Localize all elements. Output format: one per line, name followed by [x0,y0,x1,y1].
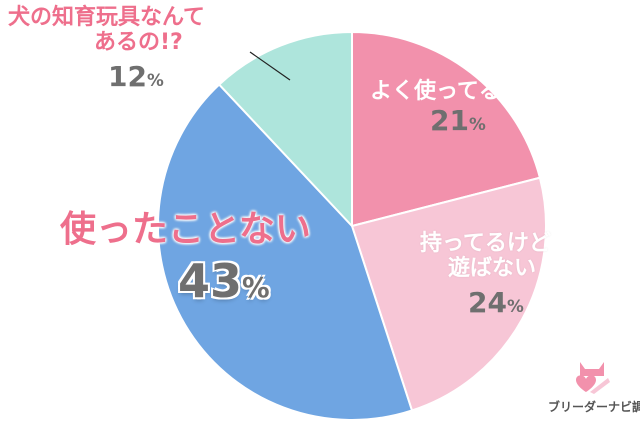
slice-value: 12 [108,60,147,94]
slice-name: 使ったことない [60,209,311,250]
slice-percent: 43% [60,256,311,308]
slice-label-owned-not-played: 持ってるけど 遊ばない 24% [420,231,551,319]
slice-name-line-2: 遊ばない [448,255,537,281]
percent-sign: % [468,113,486,134]
slice-name: よく使ってる! [370,79,511,104]
pie-slice-1 [350,176,547,412]
slice-percent: 12% [8,61,205,92]
credit: ブリーダーナビ調べ [548,356,640,415]
slice-label-never-used: 使ったことない 43% [60,209,311,308]
pie-slice-0 [351,30,542,228]
pie-slice-2 [157,83,414,421]
slice-value: 24 [468,286,507,320]
percent-sign: % [146,70,164,91]
pie-slice-3 [217,30,353,229]
cat-heart-logo-icon [576,362,610,394]
slice-name-line-1: 犬の知育玩具なんて [8,5,205,30]
slice-value: 21 [430,103,469,137]
slice-name-line-2: あるの!? [94,29,183,55]
slice-label-often-used: よく使ってる! 21% [370,79,511,137]
slice-label-didnt-know: 犬の知育玩具なんて あるの!? 12% [8,5,205,93]
slice-value: 43 [178,254,243,309]
percent-sign: % [242,271,270,305]
slice-percent: 21% [370,103,511,137]
percent-sign: % [506,296,524,317]
leader-line [249,51,291,81]
credit-text: ブリーダーナビ調べ [548,400,640,414]
slice-percent: 24% [420,287,551,318]
slice-name-line-1: 持ってるけど [420,231,551,256]
